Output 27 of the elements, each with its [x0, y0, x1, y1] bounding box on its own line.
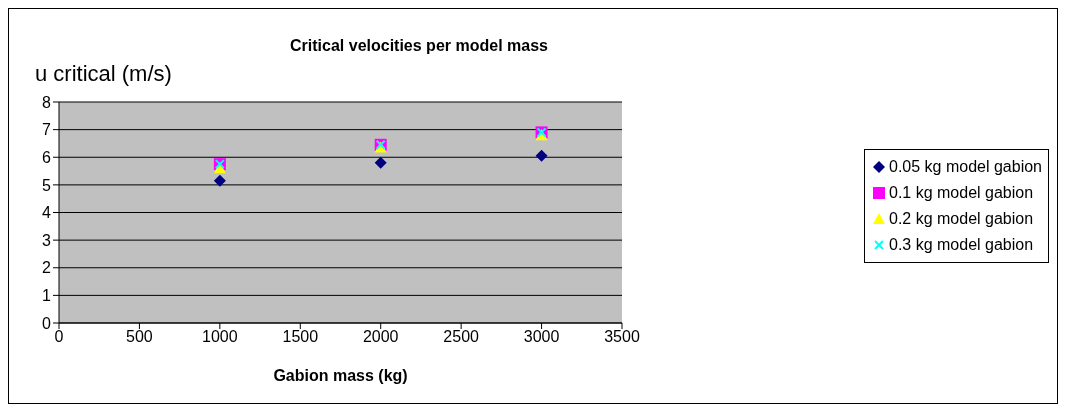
legend-label: 0.1 kg model gabion — [889, 184, 1034, 202]
x-tick-label: 2000 — [362, 328, 399, 346]
y-tick-label: 1 — [42, 287, 52, 305]
legend-label: 0.2 kg model gabion — [889, 210, 1034, 228]
point — [213, 174, 226, 187]
point — [374, 156, 387, 169]
y-tick-label: 7 — [42, 121, 52, 139]
y-tick-label: 2 — [42, 259, 52, 277]
y-axis-title: u critical (m/s) — [35, 61, 172, 87]
point — [535, 149, 548, 162]
x-tick-label: 500 — [126, 328, 153, 346]
x-tick-label: 3000 — [523, 328, 560, 346]
y-tick-label: 3 — [42, 231, 52, 249]
y-tick-label: 4 — [42, 204, 52, 222]
legend-label: 0.05 kg model gabion — [889, 158, 1042, 176]
y-tick-label: 5 — [42, 176, 52, 194]
y-tick-label: 6 — [42, 148, 52, 166]
y-tick-label: 8 — [42, 93, 52, 111]
x-tick-label: 3500 — [604, 328, 640, 346]
x-tick-label: 2500 — [443, 328, 480, 346]
x-tick-label: 0 — [54, 328, 64, 346]
x-tick-label: 1000 — [202, 328, 238, 346]
chart-title: Critical velocities per model mass — [289, 37, 549, 55]
y-tick-label: 0 — [42, 314, 52, 332]
x-tick-label: 1500 — [282, 328, 319, 346]
legend-label: 0.3 kg model gabion — [889, 236, 1034, 254]
x-axis-title: Gabion mass (kg) — [273, 367, 408, 384]
